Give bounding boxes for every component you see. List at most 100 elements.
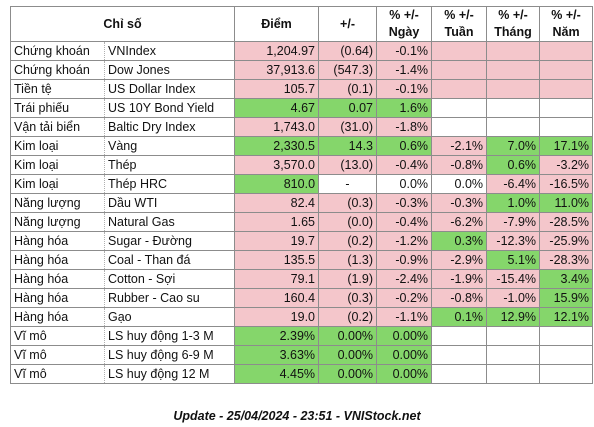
pct-month-cell — [486, 79, 541, 99]
pct-month-cell — [486, 345, 541, 365]
category-cell: Tiền tệ — [10, 79, 105, 99]
change-cell: 0.00% — [318, 364, 378, 384]
diem-cell: 1,204.97 — [234, 41, 320, 61]
change-cell: (0.2) — [318, 307, 378, 327]
diem-cell: 105.7 — [234, 79, 320, 99]
index-name-cell: LS huy động 12 M — [103, 364, 236, 384]
category-cell: Vĩ mô — [10, 364, 105, 384]
table-row: Kim loại Thép HRC 810.0-0.0% 0.0% -6.4% -16.5… — [10, 174, 594, 194]
pct-day-cell: 0.00% — [376, 364, 433, 384]
table-row: Chứng khoán VNIndex 1,204.97 (0.64) -0.1% — [10, 41, 594, 61]
pct-year-cell: -28.3% — [539, 250, 594, 270]
pct-year-cell — [539, 117, 594, 137]
market-summary-table: Chỉ số Điểm +/- % +/- % +/- % +/- % +/- … — [9, 6, 594, 384]
change-cell: - — [318, 174, 378, 194]
diem-cell: 810.0 — [234, 174, 320, 194]
category-cell: Kim loại — [10, 136, 105, 156]
change-cell: 0.00% — [318, 326, 378, 346]
index-name-cell: Thép — [103, 155, 236, 175]
pct-year-cell: -3.2% — [539, 155, 594, 175]
pct-year-cell: 3.4% — [539, 269, 594, 289]
pct-day-cell: -0.4% — [376, 212, 433, 232]
category-cell: Năng lượng — [10, 212, 105, 232]
pct-year-cell: 12.1% — [539, 307, 594, 327]
diem-cell: 160.4 — [234, 288, 320, 308]
table-row: Hàng hóa Sugar - Đường 19.7 (0.2) -1.2% 0.3% -… — [10, 231, 594, 251]
pct-week-cell: -0.8% — [431, 155, 488, 175]
table-row: Vận tải biển Baltic Dry Index 1,743.0 (31.0… — [10, 117, 594, 137]
table-row: Hàng hóa Coal - Than đá 135.5 (1.3) -0.9% -2.… — [10, 250, 594, 270]
diem-cell: 19.7 — [234, 231, 320, 251]
pct-month-cell: -15.4% — [486, 269, 541, 289]
pct-day-cell: 0.00% — [376, 345, 433, 365]
index-name-cell: Dow Jones — [103, 60, 236, 80]
header-chi-so: Chỉ số — [9, 6, 236, 42]
pct-month-cell: 12.9% — [486, 307, 541, 327]
category-cell: Hàng hóa — [10, 288, 105, 308]
pct-week-cell: 0.0% — [431, 174, 488, 194]
pct-week-cell: -0.3% — [431, 193, 488, 213]
pct-day-cell: -1.2% — [376, 231, 433, 251]
diem-cell: 82.4 — [234, 193, 320, 213]
category-cell: Kim loại — [10, 174, 105, 194]
pct-week-cell: -1.9% — [431, 269, 488, 289]
pct-week-cell: -2.9% — [431, 250, 488, 270]
pct-month-cell — [486, 98, 541, 118]
diem-cell: 3,570.0 — [234, 155, 320, 175]
pct-month-cell: -7.9% — [486, 212, 541, 232]
pct-day-cell: -0.4% — [376, 155, 433, 175]
category-cell: Năng lượng — [10, 193, 105, 213]
pct-week-cell — [431, 117, 488, 137]
pct-week-cell — [431, 345, 488, 365]
diem-cell: 1.65 — [234, 212, 320, 232]
diem-cell: 4.67 — [234, 98, 320, 118]
pct-year-cell: 17.1% — [539, 136, 594, 156]
pct-day-cell: 0.00% — [376, 326, 433, 346]
pct-week-cell — [431, 79, 488, 99]
header-row-bottom: Ngày Tuần Tháng Năm — [11, 24, 594, 42]
diem-cell: 4.45% — [234, 364, 320, 384]
pct-year-cell — [539, 98, 594, 118]
pct-month-cell: -12.3% — [486, 231, 541, 251]
diem-cell: 2.39% — [234, 326, 320, 346]
pct-month-cell — [486, 117, 541, 137]
diem-cell: 37,913.6 — [234, 60, 320, 80]
change-cell: 0.00% — [318, 345, 378, 365]
header-change: +/- — [318, 6, 378, 42]
pct-month-cell: -1.0% — [486, 288, 541, 308]
pct-day-cell: -0.2% — [376, 288, 433, 308]
pct-week-cell — [431, 364, 488, 384]
change-cell: (1.9) — [318, 269, 378, 289]
pct-week-cell: -0.8% — [431, 288, 488, 308]
category-cell: Trái phiếu — [10, 98, 105, 118]
pct-day-cell: -1.8% — [376, 117, 433, 137]
pct-year-cell: -25.9% — [539, 231, 594, 251]
header-pct-week-top: % +/- — [431, 6, 488, 24]
table-row: Vĩ mô LS huy động 1-3 M 2.39% 0.00% 0.00% — [10, 326, 594, 346]
pct-year-cell — [539, 41, 594, 61]
table-row: Vĩ mô LS huy động 6-9 M 3.63% 0.00% 0.00% — [10, 345, 594, 365]
pct-month-cell: 5.1% — [486, 250, 541, 270]
header-pct-year-label: Năm — [539, 24, 594, 42]
pct-month-cell — [486, 60, 541, 80]
pct-month-cell: 1.0% — [486, 193, 541, 213]
pct-day-cell: -0.3% — [376, 193, 433, 213]
index-name-cell: Dầu WTI — [103, 193, 236, 213]
change-cell: (13.0) — [318, 155, 378, 175]
table-row: Kim loại Vàng 2,330.5 14.3 0.6% -2.1% 7.0% 17.1… — [10, 136, 594, 156]
header-pct-month-label: Tháng — [486, 24, 541, 42]
pct-week-cell — [431, 60, 488, 80]
index-name-cell: Rubber - Cao su — [103, 288, 236, 308]
diem-cell: 2,330.5 — [234, 136, 320, 156]
category-cell: Hàng hóa — [10, 269, 105, 289]
table-body: Chứng khoán VNIndex 1,204.97 (0.64) -0.1% Chứ… — [10, 41, 594, 384]
pct-month-cell: 7.0% — [486, 136, 541, 156]
change-cell: 14.3 — [318, 136, 378, 156]
diem-cell: 19.0 — [234, 307, 320, 327]
table-row: Hàng hóa Cotton - Sợi 79.1 (1.9) -2.4% -1.9% -… — [10, 269, 594, 289]
header-pct-year-top: % +/- — [539, 6, 594, 24]
header-pct-day-label: Ngày — [376, 24, 433, 42]
header-row-top: Chỉ số Điểm +/- % +/- % +/- % +/- % +/- — [9, 6, 594, 42]
index-name-cell: Baltic Dry Index — [103, 117, 236, 137]
index-name-cell: LS huy động 1-3 M — [103, 326, 236, 346]
